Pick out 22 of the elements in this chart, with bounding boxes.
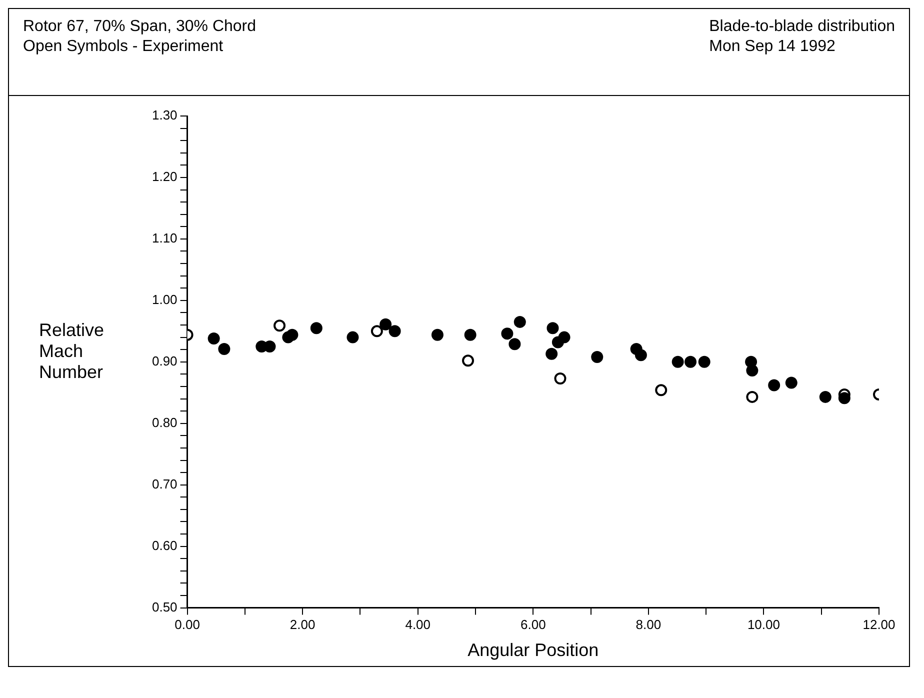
y-tick-label: 0.90 <box>152 353 178 368</box>
y-tick-label: 0.80 <box>152 414 178 430</box>
y-tick-label: 1.00 <box>152 292 178 308</box>
y-tick-label: 0.60 <box>152 538 178 553</box>
text: Blade-to-blade distribution <box>709 17 895 37</box>
x-tick-label: 10.00 <box>747 617 780 632</box>
x-tick-label: 2.00 <box>290 617 316 632</box>
x-axis-title: Angular Position <box>468 640 599 660</box>
chart-title: Rotor 67, 70% Span, 30% Chord <box>23 17 256 37</box>
y-tick-label: 1.20 <box>152 169 178 184</box>
y-tick-label: 1.10 <box>152 230 178 246</box>
y-tick-label: 0.70 <box>152 476 178 492</box>
x-tick-label: 6.00 <box>520 617 546 632</box>
x-tick-label: 12.00 <box>862 617 896 632</box>
x-tick-label: 8.00 <box>636 617 662 632</box>
y-axis-title: Relative Mach Number <box>38 320 106 384</box>
x-tick-label: 4.00 <box>405 617 431 632</box>
y-tick-label: 1.30 <box>152 108 178 123</box>
x-tick-label: 0.00 <box>174 617 200 632</box>
text: Open Symbols - Experiment <box>23 37 224 57</box>
text: Mon Sep 14 1992 <box>709 37 836 57</box>
y-tick-label: 0.50 <box>152 599 178 614</box>
